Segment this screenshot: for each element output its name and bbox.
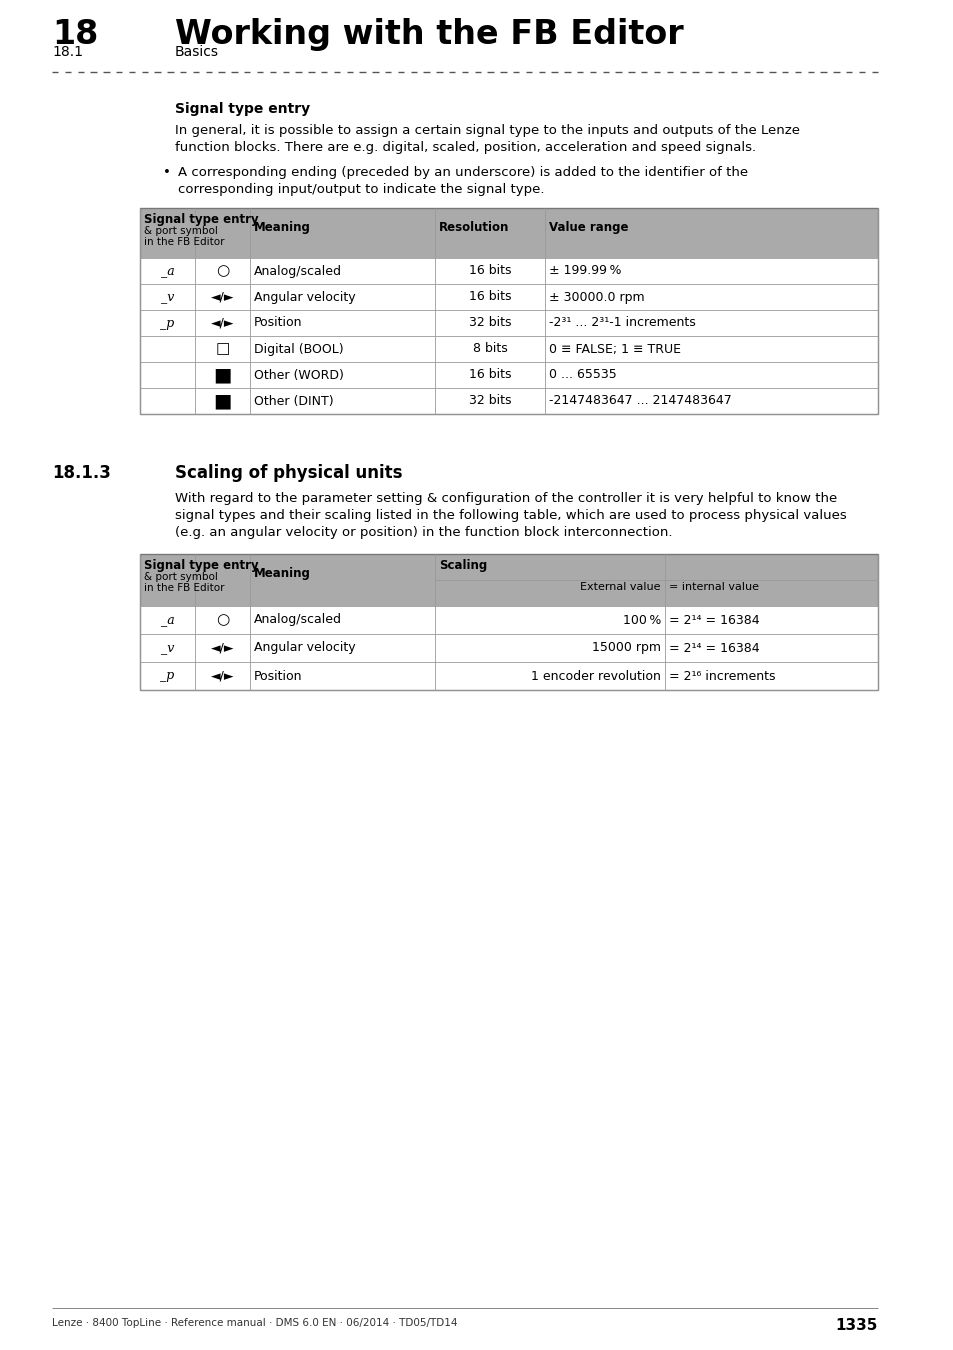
Text: 18.1.3: 18.1.3 — [52, 464, 111, 482]
Text: ○: ○ — [215, 613, 229, 628]
Text: Other (DINT): Other (DINT) — [253, 394, 334, 408]
Bar — [140, 208, 877, 258]
Text: -2³¹ ... 2³¹-1 increments: -2³¹ ... 2³¹-1 increments — [548, 316, 695, 329]
Text: Position: Position — [253, 670, 302, 683]
Text: _a: _a — [160, 265, 174, 278]
Bar — [140, 634, 877, 662]
Bar — [140, 606, 877, 634]
Text: in the FB Editor: in the FB Editor — [144, 583, 224, 593]
Text: With regard to the parameter setting & configuration of the controller it is ver: With regard to the parameter setting & c… — [174, 491, 846, 539]
Text: -2147483647 ... 2147483647: -2147483647 ... 2147483647 — [548, 394, 731, 408]
Text: Position: Position — [253, 316, 302, 329]
Text: Basics: Basics — [174, 45, 219, 59]
Text: In general, it is possible to assign a certain signal type to the inputs and out: In general, it is possible to assign a c… — [174, 124, 800, 154]
Text: _v: _v — [161, 641, 174, 655]
Text: ◄/►: ◄/► — [211, 316, 234, 329]
Text: in the FB Editor: in the FB Editor — [144, 238, 224, 247]
Text: 16 bits: 16 bits — [468, 290, 511, 304]
Bar — [140, 662, 877, 690]
Text: = 2¹⁴ = 16384: = 2¹⁴ = 16384 — [668, 613, 759, 626]
Text: External value: External value — [579, 582, 660, 593]
Text: 15000 rpm: 15000 rpm — [592, 641, 660, 655]
Text: 1335: 1335 — [835, 1318, 877, 1332]
Text: A corresponding ending (preceded by an underscore) is added to the identifier of: A corresponding ending (preceded by an u… — [178, 166, 747, 196]
Text: Angular velocity: Angular velocity — [253, 641, 355, 655]
Text: = 2¹⁴ = 16384: = 2¹⁴ = 16384 — [668, 641, 759, 655]
Text: 0 ... 65535: 0 ... 65535 — [548, 369, 616, 382]
Text: □: □ — [215, 342, 230, 356]
Text: Meaning: Meaning — [253, 567, 311, 580]
Text: 18: 18 — [52, 18, 98, 51]
Text: Scaling of physical units: Scaling of physical units — [174, 464, 402, 482]
Text: Working with the FB Editor: Working with the FB Editor — [174, 18, 683, 51]
Text: ■: ■ — [213, 392, 232, 410]
Text: 16 bits: 16 bits — [468, 265, 511, 278]
Text: Other (WORD): Other (WORD) — [253, 369, 343, 382]
Bar — [140, 387, 877, 414]
Text: •: • — [163, 166, 171, 180]
Text: 8 bits: 8 bits — [472, 343, 507, 355]
Text: Resolution: Resolution — [438, 221, 509, 234]
Text: Analog/scaled: Analog/scaled — [253, 613, 341, 626]
Text: Signal type entry: Signal type entry — [144, 559, 258, 572]
Text: 32 bits: 32 bits — [468, 316, 511, 329]
Text: & port symbol: & port symbol — [144, 225, 217, 236]
Bar — [140, 336, 877, 362]
Bar — [140, 258, 877, 284]
Text: 32 bits: 32 bits — [468, 394, 511, 408]
Text: ◄/►: ◄/► — [211, 641, 234, 655]
Bar — [140, 554, 877, 690]
Text: Meaning: Meaning — [253, 221, 311, 234]
Bar — [140, 310, 877, 336]
Text: ■: ■ — [213, 366, 232, 385]
Bar — [140, 284, 877, 310]
Text: ◄/►: ◄/► — [211, 670, 234, 683]
Text: 18.1: 18.1 — [52, 45, 83, 59]
Text: 100 %: 100 % — [622, 613, 660, 626]
Text: Lenze · 8400 TopLine · Reference manual · DMS 6.0 EN · 06/2014 · TD05/TD14: Lenze · 8400 TopLine · Reference manual … — [52, 1318, 457, 1328]
Bar — [140, 208, 877, 414]
Text: _v: _v — [161, 290, 174, 304]
Text: = internal value: = internal value — [668, 582, 759, 593]
Text: 1 encoder revolution: 1 encoder revolution — [531, 670, 660, 683]
Text: _p: _p — [160, 316, 174, 329]
Text: ± 199.99 %: ± 199.99 % — [548, 265, 620, 278]
Text: _a: _a — [160, 613, 174, 626]
Text: Angular velocity: Angular velocity — [253, 290, 355, 304]
Text: Value range: Value range — [548, 221, 628, 234]
Text: Signal type entry: Signal type entry — [174, 103, 310, 116]
Bar — [140, 554, 877, 606]
Text: ○: ○ — [215, 263, 229, 278]
Text: Signal type entry: Signal type entry — [144, 213, 258, 225]
Bar — [140, 362, 877, 387]
Text: Scaling: Scaling — [438, 559, 487, 572]
Text: Digital (BOOL): Digital (BOOL) — [253, 343, 343, 355]
Text: ± 30000.0 rpm: ± 30000.0 rpm — [548, 290, 644, 304]
Text: Analog/scaled: Analog/scaled — [253, 265, 341, 278]
Text: 0 ≡ FALSE; 1 ≡ TRUE: 0 ≡ FALSE; 1 ≡ TRUE — [548, 343, 680, 355]
Text: 16 bits: 16 bits — [468, 369, 511, 382]
Text: = 2¹⁶ increments: = 2¹⁶ increments — [668, 670, 775, 683]
Text: ◄/►: ◄/► — [211, 290, 234, 304]
Text: _p: _p — [160, 670, 174, 683]
Text: & port symbol: & port symbol — [144, 572, 217, 582]
